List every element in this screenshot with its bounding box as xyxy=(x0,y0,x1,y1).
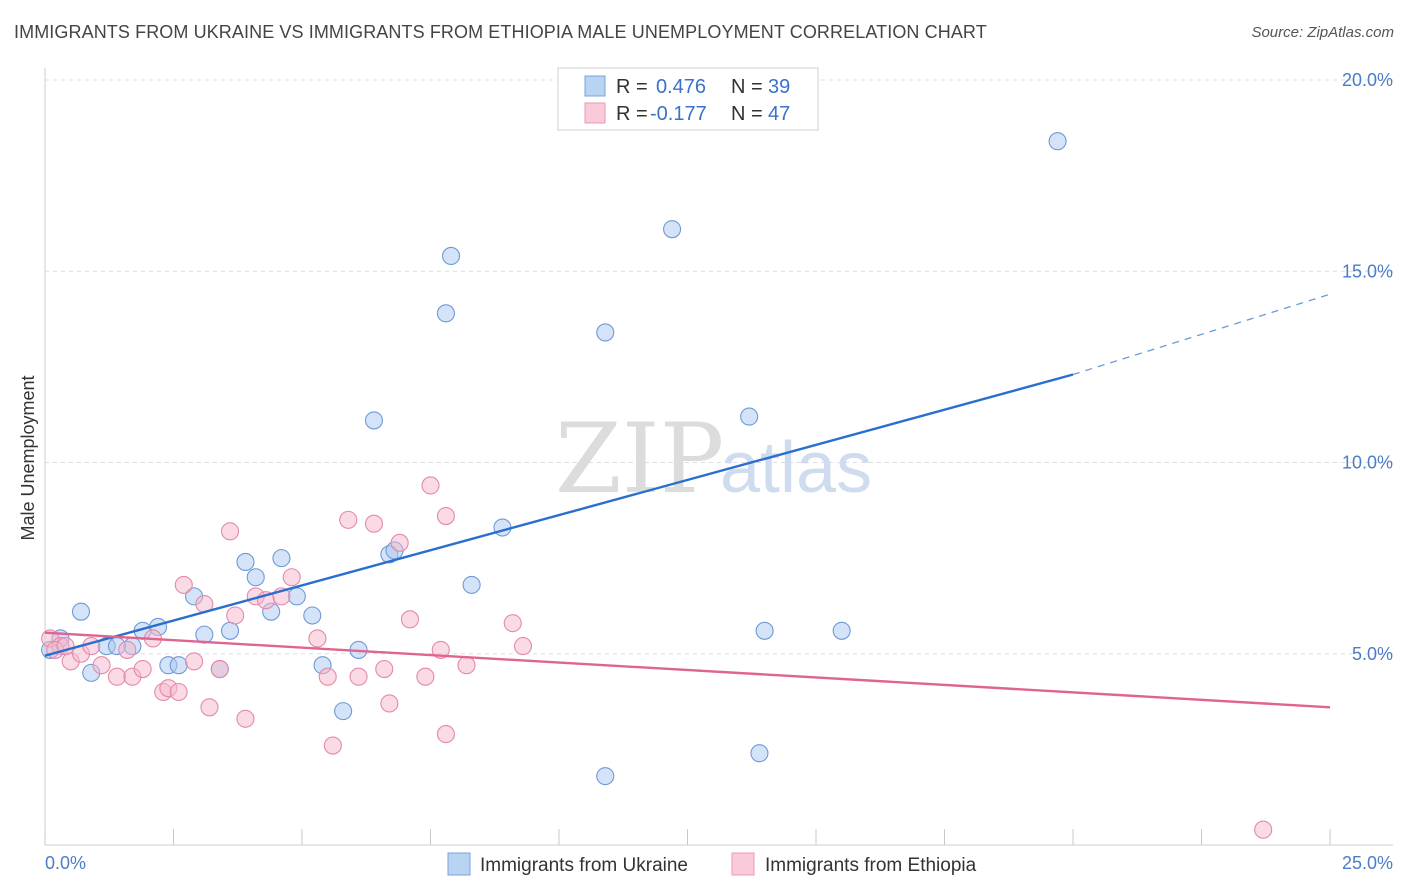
point-ukraine-13 xyxy=(220,621,240,640)
point-ethiopia-6 xyxy=(107,667,127,686)
point-ethiopia-29 xyxy=(339,510,358,529)
point-ethiopia-28 xyxy=(323,736,342,755)
point-ethiopia-43 xyxy=(513,637,533,656)
point-ukraine-35 xyxy=(755,621,774,640)
y-tick-label-1: 10.0% xyxy=(1342,453,1393,473)
point-ukraine-19 xyxy=(303,606,322,625)
watermark-zip: ZIP xyxy=(555,403,724,515)
legend-r-label-ethiopia: R = xyxy=(616,103,648,125)
bottom-legend-label-ukraine: Immigrants from Ukraine xyxy=(480,855,688,876)
point-ukraine-31 xyxy=(596,767,615,786)
y-tick-labels: 5.0% 10.0% 15.0% 20.0% xyxy=(1342,70,1393,664)
legend-r-value-ethiopia: -0.177 xyxy=(650,103,707,125)
point-ukraine-33 xyxy=(740,407,759,426)
legend-n-value-ethiopia: 47 xyxy=(768,103,790,125)
point-ethiopia-40 xyxy=(436,725,455,744)
watermark-atlas: atlas xyxy=(720,428,872,508)
point-ethiopia-7 xyxy=(118,640,137,659)
point-ethiopia-39 xyxy=(436,506,455,526)
point-ethiopia-30 xyxy=(349,667,368,686)
point-ethiopia-36 xyxy=(416,667,435,686)
point-ukraine-30 xyxy=(596,323,615,342)
bottom-legend-swatch-ukraine xyxy=(447,852,471,876)
point-ukraine-37 xyxy=(1048,132,1067,151)
y-tick-label-2: 15.0% xyxy=(1342,261,1393,281)
point-ukraine-18 xyxy=(287,587,306,606)
point-ethiopia-18 xyxy=(210,659,229,679)
trend-lines xyxy=(44,293,1331,709)
point-ethiopia-42 xyxy=(503,614,522,633)
point-ethiopia-20 xyxy=(226,606,245,625)
point-ethiopia-21 xyxy=(236,709,255,728)
point-ukraine-34 xyxy=(750,744,769,763)
point-ethiopia-41 xyxy=(457,656,476,675)
x-tick-label-1: 25.0% xyxy=(1342,853,1393,873)
point-ethiopia-19 xyxy=(220,522,240,541)
legend-swatch-ethiopia xyxy=(584,102,606,124)
y-tick-label-3: 20.0% xyxy=(1342,70,1393,90)
point-ethiopia-35 xyxy=(400,610,419,629)
point-ukraine-36 xyxy=(832,621,851,640)
point-ethiopia-31 xyxy=(364,514,384,533)
point-ukraine-29 xyxy=(493,518,512,537)
point-ethiopia-27 xyxy=(318,667,337,686)
legend-n-value-ukraine: 39 xyxy=(768,76,790,98)
point-ethiopia-15 xyxy=(185,652,204,671)
trend-line-ethiopia xyxy=(44,631,1331,709)
point-ukraine-27 xyxy=(442,246,461,265)
trend-line-ukraine xyxy=(44,373,1074,657)
point-ethiopia-9 xyxy=(133,659,152,679)
point-ethiopia-38 xyxy=(431,640,450,659)
legend-swatch-ukraine xyxy=(584,75,606,97)
watermark: ZIP atlas xyxy=(555,403,872,515)
x-tick-label-0: 0.0% xyxy=(45,853,86,873)
legend-r-label-ukraine: R = xyxy=(616,76,648,98)
point-ukraine-32 xyxy=(663,220,682,239)
point-ukraine-21 xyxy=(334,702,353,721)
point-ethiopia-25 xyxy=(282,568,301,587)
point-ethiopia-32 xyxy=(375,659,394,679)
point-ethiopia-5 xyxy=(92,656,111,675)
point-ukraine-9 xyxy=(169,656,188,675)
x-tick-labels: 0.0% 25.0% xyxy=(45,853,1393,873)
y-axis-label: Male Unemployment xyxy=(18,375,38,540)
trend-extension-ukraine xyxy=(1072,293,1331,376)
axes xyxy=(44,68,1393,846)
legend-r-value-ukraine: 0.476 xyxy=(656,76,706,98)
point-ethiopia-33 xyxy=(380,694,399,713)
legend-n-label-ukraine: N = xyxy=(731,76,763,98)
series-legend: Immigrants from Ukraine Immigrants from … xyxy=(447,852,977,876)
y-tick-label-0: 5.0% xyxy=(1352,644,1393,664)
point-ukraine-14 xyxy=(236,552,255,572)
point-ethiopia-46 xyxy=(1254,820,1273,839)
point-ethiopia-37 xyxy=(421,476,440,495)
point-ethiopia-17 xyxy=(200,698,219,717)
point-ethiopia-14 xyxy=(174,575,193,594)
point-ukraine-26 xyxy=(436,304,455,323)
point-ukraine-17 xyxy=(272,549,291,568)
point-ukraine-23 xyxy=(364,411,384,430)
point-ethiopia-34 xyxy=(390,533,409,552)
legend-n-label-ethiopia: N = xyxy=(731,103,763,125)
point-ukraine-28 xyxy=(462,575,481,594)
bottom-legend-label-ethiopia: Immigrants from Ethiopia xyxy=(765,855,977,876)
point-ukraine-15 xyxy=(246,568,265,587)
source-credit: Source: ZipAtlas.com xyxy=(1251,24,1394,41)
point-ukraine-2 xyxy=(71,602,91,621)
point-ethiopia-26 xyxy=(308,629,327,648)
point-ethiopia-13 xyxy=(169,682,188,702)
correlation-legend: R = 0.476 N = 39 R = -0.177 N = 47 xyxy=(557,67,819,131)
bottom-legend-swatch-ethiopia xyxy=(731,852,755,876)
chart-title: IMMIGRANTS FROM UKRAINE VS IMMIGRANTS FR… xyxy=(14,22,987,42)
